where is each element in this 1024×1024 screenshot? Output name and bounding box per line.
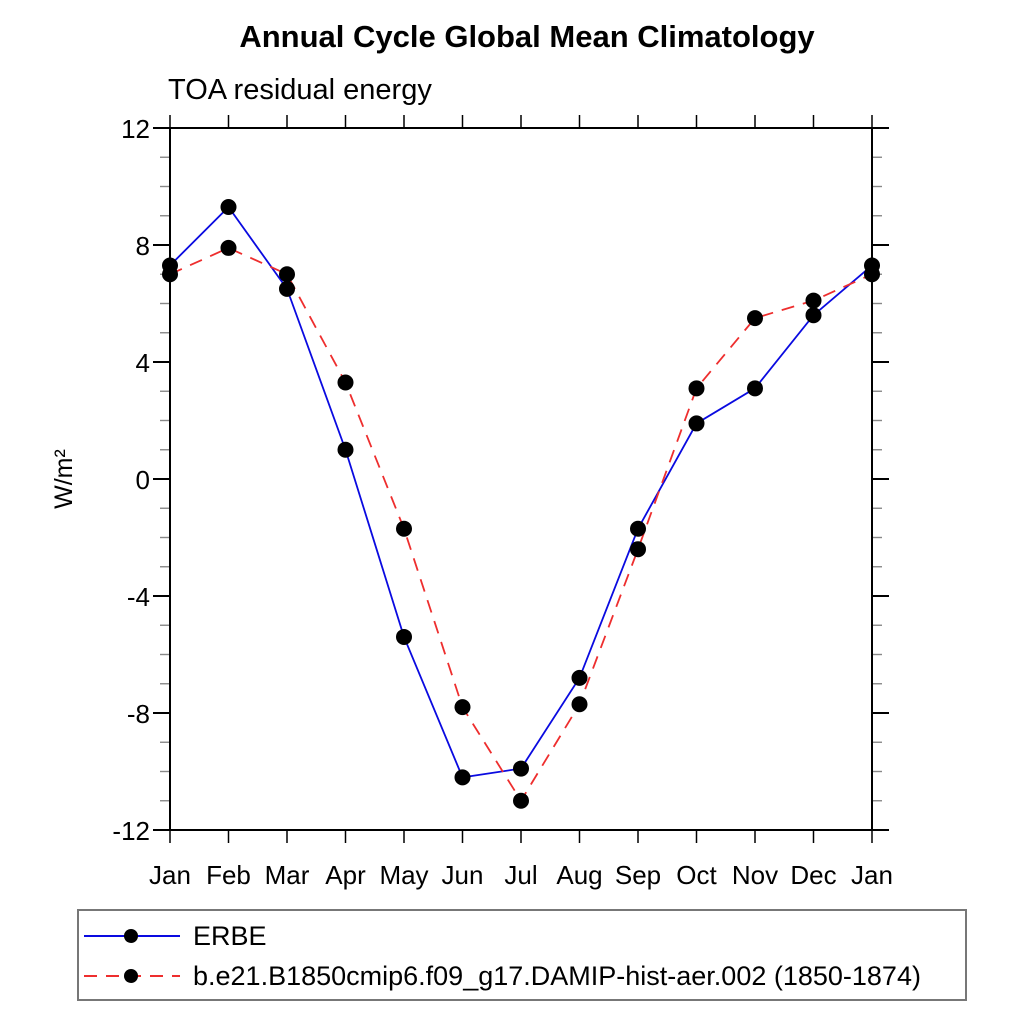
legend: ERBE b.e21.B1850cmip6.f09_g17.DAMIP-hist…	[77, 909, 967, 1001]
y-tick-label: -12	[112, 816, 150, 846]
plot-area: -12 -8 -4 0 4 8 12 Jan Feb Mar Apr May Jun Jul Aug Sep O…	[112, 114, 893, 890]
x-tick-label: Feb	[206, 860, 251, 890]
x-tick-label: Sep	[615, 860, 661, 890]
data-point-marker	[513, 760, 529, 777]
data-point-marker	[337, 441, 354, 458]
x-tick-label: Jan	[149, 860, 191, 890]
x-tick-label: Mar	[265, 860, 310, 890]
data-point-marker	[337, 374, 354, 391]
data-point-marker	[630, 541, 646, 558]
data-point-marker	[630, 520, 646, 537]
legend-label-erbe: ERBE	[193, 921, 267, 951]
data-point-marker	[688, 415, 705, 432]
data-point-marker	[805, 307, 822, 324]
data-point-marker	[747, 380, 763, 397]
data-point-marker	[279, 266, 295, 283]
data-point-marker	[396, 520, 412, 537]
x-tick-label: May	[379, 860, 428, 890]
data-point-marker	[571, 669, 588, 686]
y-tick-label: 0	[136, 465, 150, 495]
x-tick-label: Dec	[790, 860, 836, 890]
x-tick-label: Jul	[504, 860, 537, 890]
x-tick-label: Aug	[556, 860, 602, 890]
data-point-marker	[454, 699, 471, 716]
x-tick-label: Jun	[442, 860, 484, 890]
data-point-marker	[805, 292, 822, 309]
data-point-marker	[747, 310, 763, 327]
y-tick-label: 8	[136, 231, 150, 261]
data-point-marker	[571, 696, 588, 713]
data-point-marker	[279, 280, 295, 297]
y-tick-label: 12	[121, 114, 150, 144]
data-point-marker	[220, 239, 237, 256]
x-tick-label: Apr	[325, 860, 366, 890]
legend-label-model: b.e21.B1850cmip6.f09_g17.DAMIP-hist-aer.…	[193, 961, 921, 991]
chart-title: Annual Cycle Global Mean Climatology	[239, 19, 815, 54]
y-tick-label: 4	[136, 348, 150, 378]
data-point-marker	[162, 266, 178, 283]
plot-frame	[169, 127, 873, 831]
chart-subtitle: TOA residual energy	[168, 74, 432, 106]
legend-marker-icon	[124, 969, 138, 983]
x-tick-label: Oct	[676, 860, 717, 890]
y-tick-label: -4	[127, 582, 150, 612]
data-point-marker	[396, 628, 412, 645]
legend-box	[77, 909, 967, 1001]
data-point-marker	[220, 198, 237, 215]
x-tick-label: Jan	[851, 860, 893, 890]
series-line-model	[169, 246, 873, 803]
series-line-erbe	[169, 205, 873, 779]
legend-marker-icon	[124, 929, 138, 943]
data-point-marker	[864, 266, 880, 283]
x-tick-label: Nov	[732, 860, 778, 890]
data-point-marker	[688, 380, 705, 397]
data-point-marker	[513, 792, 529, 809]
y-axis-label: W/m²	[50, 449, 78, 509]
data-point-marker	[454, 769, 471, 786]
y-tick-label: -8	[127, 699, 150, 729]
